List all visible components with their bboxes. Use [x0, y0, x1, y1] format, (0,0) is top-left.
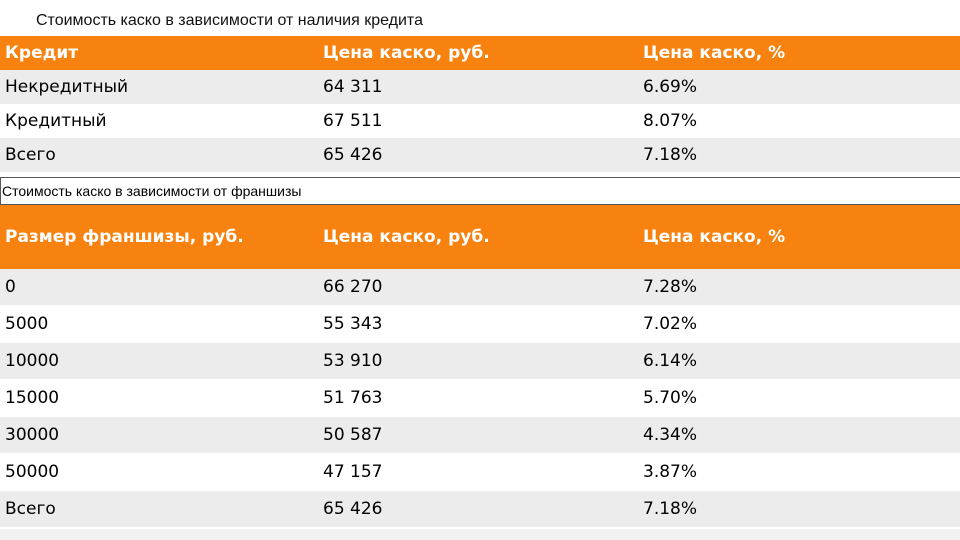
- table-cell: 55 343: [318, 305, 638, 343]
- header-cell: Цена каско, %: [638, 36, 960, 70]
- table-row: 30000 50 587 4.34%: [0, 416, 960, 454]
- table-cell: 64 311: [318, 70, 638, 104]
- table-cell: Некредитный: [0, 70, 318, 104]
- table-cell: 51 763: [318, 379, 638, 417]
- header-cell: Кредит: [0, 36, 318, 70]
- table-cell: 50 587: [318, 416, 638, 454]
- table-row: Кредитный 67 511 8.07%: [0, 104, 960, 138]
- table-row: 0 66 270 7.28%: [0, 269, 960, 306]
- table-cell: 66 270: [318, 269, 638, 306]
- table-cell: 65 426: [318, 138, 638, 172]
- table-cell: 47 157: [318, 453, 638, 491]
- table-cell: 53 910: [318, 342, 638, 380]
- table-cell: 5000: [0, 305, 318, 343]
- table-header-row: Размер франшизы, руб. Цена каско, руб. Ц…: [0, 205, 960, 269]
- table-cell: 7.18%: [638, 138, 960, 172]
- table-row: Всего 65 426 7.18%: [0, 138, 960, 172]
- table-row: 15000 51 763 5.70%: [0, 379, 960, 417]
- table-cell: 5.70%: [638, 379, 960, 417]
- table-cell: 4.34%: [638, 416, 960, 454]
- table-cell: 7.28%: [638, 269, 960, 306]
- table-row: Всего 65 426 7.18%: [0, 490, 960, 528]
- table-cell: 15000: [0, 379, 318, 417]
- header-cell: Размер франшизы, руб.: [0, 205, 318, 269]
- table1-caption: Стоимость каско в зависимости от наличия…: [36, 12, 423, 29]
- table-cell: 50000: [0, 453, 318, 491]
- table-row: Некредитный 64 311 6.69%: [0, 70, 960, 104]
- table-cell: 7.02%: [638, 305, 960, 343]
- bottom-strip: [0, 529, 960, 540]
- table-cell: Всего: [0, 490, 318, 528]
- header-cell: Цена каско, %: [638, 205, 960, 269]
- table-cell: 67 511: [318, 104, 638, 138]
- header-cell: Цена каско, руб.: [318, 36, 638, 70]
- table-cell: 3.87%: [638, 453, 960, 491]
- table-cell: 6.69%: [638, 70, 960, 104]
- table2-caption: Стоимость каско в зависимости от франшиз…: [0, 177, 960, 205]
- table-row: 10000 53 910 6.14%: [0, 342, 960, 380]
- table-cell: Кредитный: [0, 104, 318, 138]
- header-cell: Цена каско, руб.: [318, 205, 638, 269]
- table-cell: 65 426: [318, 490, 638, 528]
- table-cell: 7.18%: [638, 490, 960, 528]
- table-cell: 10000: [0, 342, 318, 380]
- table-cell: 8.07%: [638, 104, 960, 138]
- table-cell: 6.14%: [638, 342, 960, 380]
- table-cell: 0: [0, 269, 318, 306]
- table-cell: 30000: [0, 416, 318, 454]
- credit-table: Кредит Цена каско, руб. Цена каско, % Не…: [0, 36, 960, 172]
- table-cell: Всего: [0, 138, 318, 172]
- table-row: 50000 47 157 3.87%: [0, 453, 960, 491]
- deductible-table: Размер франшизы, руб. Цена каско, руб. Ц…: [0, 205, 960, 528]
- table-row: 5000 55 343 7.02%: [0, 305, 960, 343]
- table-header-row: Кредит Цена каско, руб. Цена каско, %: [0, 36, 960, 70]
